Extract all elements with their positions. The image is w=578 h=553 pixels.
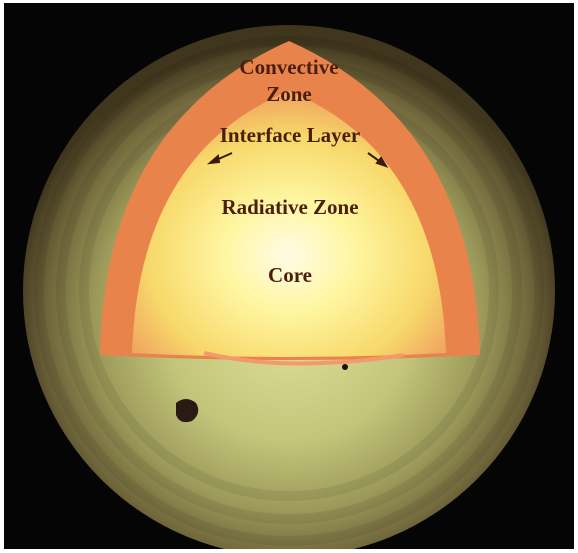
arrows: [206, 152, 389, 168]
sunspot: [342, 364, 348, 370]
sunspot: [176, 399, 199, 423]
radiative-label: Radiative Zone: [221, 195, 359, 219]
convective-label: Convective Zone: [239, 55, 339, 106]
interface-label: Interface Layer: [219, 123, 361, 147]
radiative-zone: [132, 91, 446, 357]
core-label: Core: [268, 263, 312, 287]
edge: [203, 351, 405, 366]
sun-diagram: [4, 3, 574, 549]
